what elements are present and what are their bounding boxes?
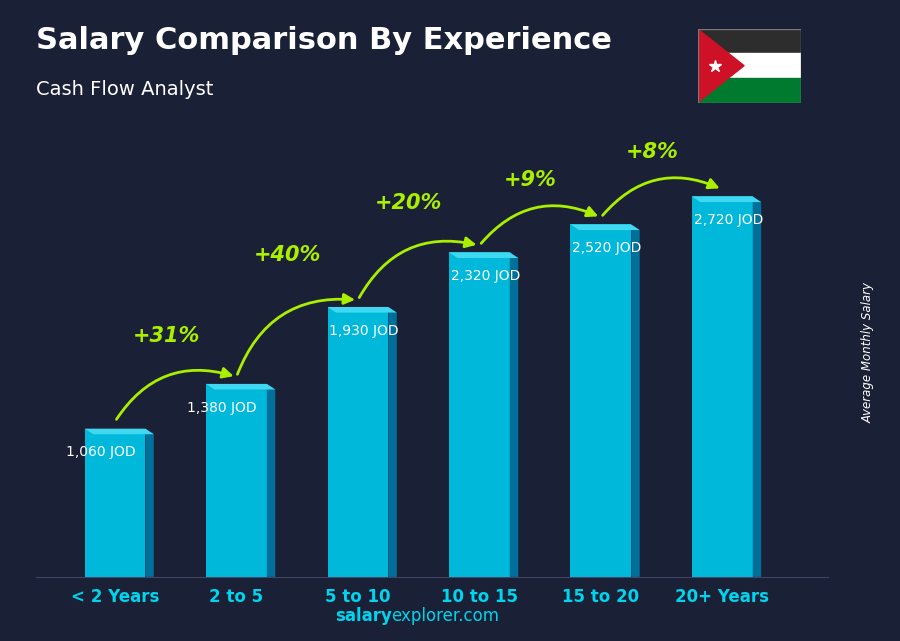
Text: salary: salary [335,607,392,625]
Text: 2,720 JOD: 2,720 JOD [694,213,763,228]
Text: +40%: +40% [254,245,321,265]
Bar [449,253,509,577]
Bar [698,53,801,78]
Bar [698,78,801,103]
Text: 1,380 JOD: 1,380 JOD [187,401,256,415]
Polygon shape [631,224,640,577]
Text: +20%: +20% [375,194,443,213]
Polygon shape [206,384,275,390]
Polygon shape [388,307,397,577]
Polygon shape [328,307,397,313]
Bar [692,197,752,577]
Polygon shape [698,29,744,103]
Polygon shape [85,429,154,434]
Polygon shape [692,197,761,202]
Text: 1,060 JOD: 1,060 JOD [66,445,135,460]
Text: Cash Flow Analyst: Cash Flow Analyst [36,80,213,99]
Text: Average Monthly Salary: Average Monthly Salary [862,282,875,423]
Bar [571,224,631,577]
Polygon shape [145,429,154,577]
Text: 1,930 JOD: 1,930 JOD [329,324,399,338]
Bar [698,29,801,53]
Text: +31%: +31% [132,326,200,346]
Polygon shape [509,253,518,577]
Bar [85,429,145,577]
Text: Salary Comparison By Experience: Salary Comparison By Experience [36,26,612,54]
Text: +8%: +8% [626,142,679,162]
Bar [206,384,266,577]
Text: 2,520 JOD: 2,520 JOD [572,241,642,255]
Text: explorer.com: explorer.com [392,607,500,625]
Polygon shape [752,197,761,577]
Bar [328,307,388,577]
Polygon shape [571,224,640,230]
Polygon shape [266,384,275,577]
Polygon shape [449,253,518,258]
Text: +9%: +9% [504,169,557,190]
Text: 2,320 JOD: 2,320 JOD [451,269,520,283]
